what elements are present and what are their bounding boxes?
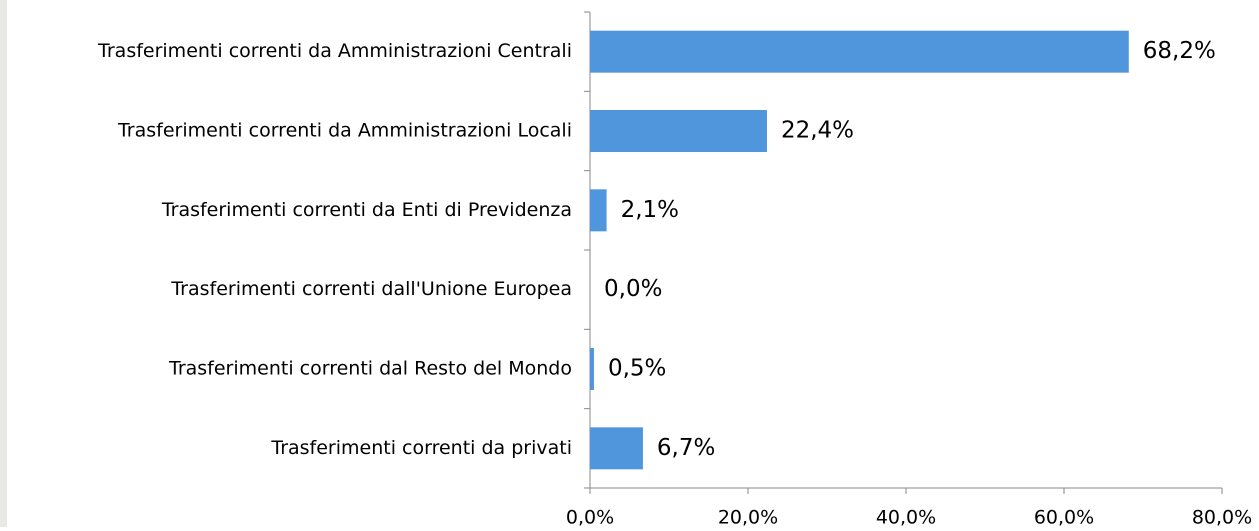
value-label: 68,2% [1143,38,1216,64]
y-tick-label: Trasferimenti correnti da Amministrazion… [117,120,572,142]
bar [590,427,643,470]
y-tick-label: Trasferimenti correnti dal Resto del Mon… [168,358,572,380]
y-tick-label: Trasferimenti correnti dall'Unione Europ… [170,278,572,300]
x-tick-label: 80,0% [1192,507,1252,528]
bar [590,30,1129,73]
bar [590,348,594,390]
side-strip [0,0,7,527]
x-tick-label: 60,0% [1034,507,1094,528]
bar [590,189,607,232]
value-label: 2,1% [621,197,679,223]
value-label: 22,4% [781,118,854,144]
value-label: 0,0% [604,276,662,302]
x-tick-label: 0,0% [566,507,614,528]
y-tick-label: Trasferimenti correnti da Amministrazion… [97,40,572,62]
bar [590,110,767,152]
x-tick-label: 40,0% [876,507,936,528]
y-tick-label: Trasferimenti correnti da privati [270,437,572,459]
value-label: 0,5% [608,356,666,382]
y-tick-label: Trasferimenti correnti da Enti di Previd… [161,199,572,221]
value-label: 6,7% [657,435,715,461]
x-tick-label: 20,0% [718,507,778,528]
